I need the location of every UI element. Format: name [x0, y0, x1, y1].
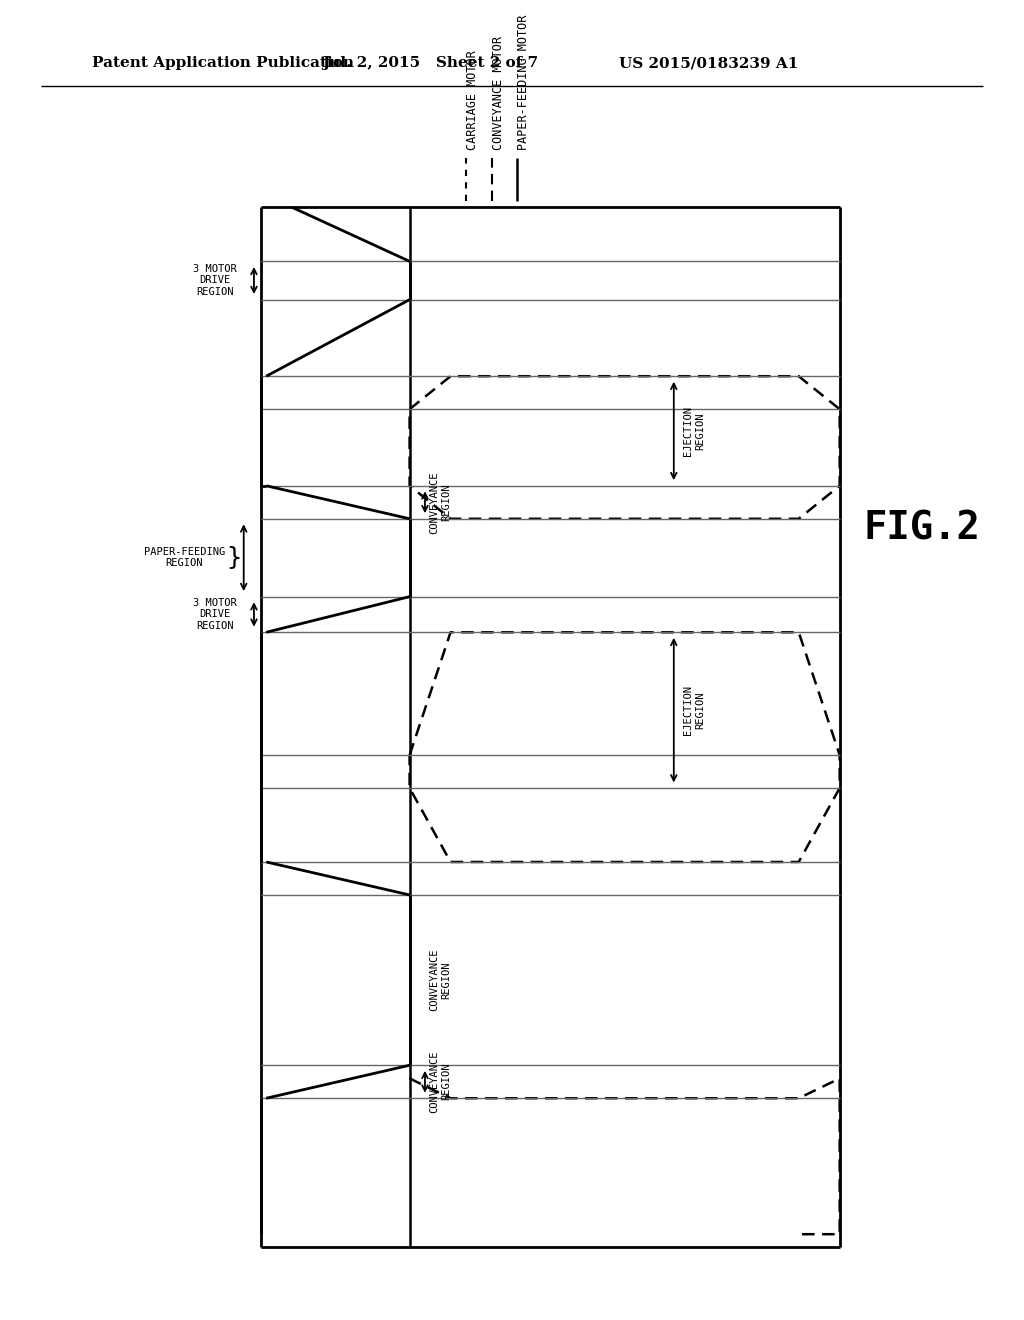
Text: CARRIAGE MOTOR: CARRIAGE MOTOR: [466, 50, 479, 150]
Text: EJECTION
REGION: EJECTION REGION: [683, 407, 706, 455]
Text: PAPER-FEEDING MOTOR: PAPER-FEEDING MOTOR: [517, 15, 530, 150]
Text: PAPER-FEEDING
REGION: PAPER-FEEDING REGION: [143, 546, 225, 569]
Text: 3 MOTOR
DRIVE
REGION: 3 MOTOR DRIVE REGION: [194, 598, 237, 631]
Text: EJECTION
REGION: EJECTION REGION: [683, 685, 706, 735]
Text: CONVEYANCE MOTOR: CONVEYANCE MOTOR: [492, 37, 505, 150]
Text: 3 MOTOR
DRIVE
REGION: 3 MOTOR DRIVE REGION: [194, 264, 237, 297]
Text: US 2015/0183239 A1: US 2015/0183239 A1: [620, 57, 799, 70]
Text: FIG.2: FIG.2: [863, 510, 980, 546]
Text: }: }: [226, 545, 241, 570]
Text: CONVEYANCE
REGION: CONVEYANCE REGION: [429, 949, 452, 1011]
Text: Patent Application Publication: Patent Application Publication: [92, 57, 354, 70]
Text: CONVEYANCE
REGION: CONVEYANCE REGION: [429, 1051, 452, 1113]
Text: CONVEYANCE
REGION: CONVEYANCE REGION: [429, 471, 452, 533]
Text: Jul. 2, 2015   Sheet 2 of 7: Jul. 2, 2015 Sheet 2 of 7: [322, 57, 539, 70]
